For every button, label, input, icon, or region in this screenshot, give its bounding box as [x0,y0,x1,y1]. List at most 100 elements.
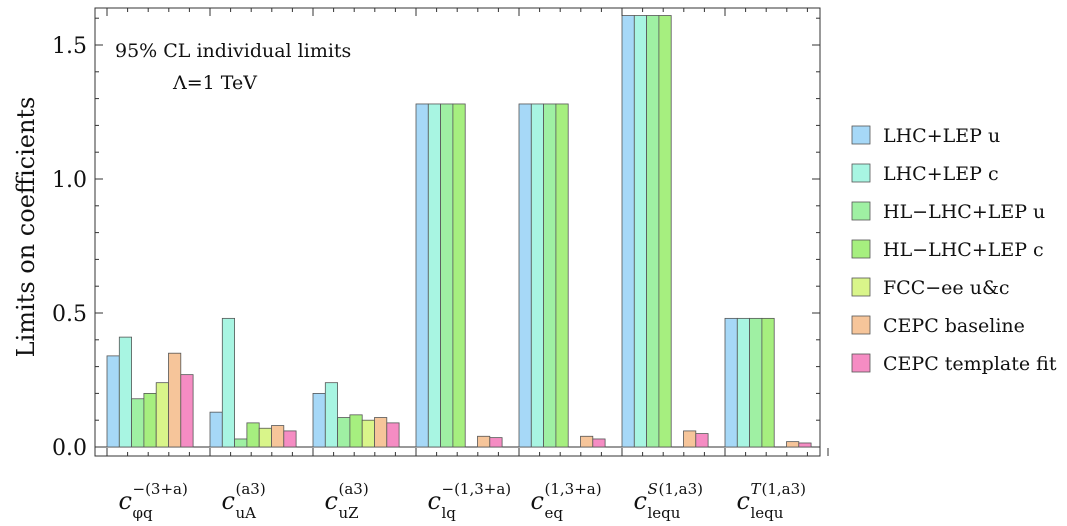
bar-3-series-1 [312,392,326,448]
bar-6-series-1 [621,15,635,448]
bar-3-series-2 [324,382,338,448]
x-category-symbol: c [325,487,338,515]
x-category-subscript: lq [442,504,457,522]
x-category-label: c uZ (a3) [325,480,369,522]
legend-swatch-6 [851,315,871,335]
bar-4-series-2 [427,103,441,448]
bar-2-series-3 [234,438,248,448]
x-category-subscript: uZ [339,504,359,522]
bar-1-series-1 [106,355,120,448]
x-category-superscript: −(1,3+a) [442,480,512,498]
bar-5-series-6 [580,435,594,448]
bar-1-series-3 [131,398,145,448]
bar-7-series-7 [798,442,812,448]
x-category-superscript: (a3) [236,480,266,498]
x-category-label: c uA (a3) [222,480,266,522]
bar-6-series-3 [646,15,660,448]
legend-swatch-1 [851,125,871,145]
x-category-superscript-symbol: S [648,480,658,498]
bar-1-series-5 [155,382,169,448]
x-category-symbol: c [531,487,544,515]
bar-1-series-4 [143,392,157,448]
bar-5-series-7 [592,438,606,448]
annotation-line-2: Λ=1 TeV [172,72,257,94]
bar-3-series-3 [337,417,351,448]
legend-label-5: FCC−ee u&c [883,277,1010,299]
y-axis: 0.0 0.5 1.0 1.5 [52,17,820,461]
x-category-subscript: uA [236,504,257,522]
bar-4-series-7 [489,437,503,448]
bar-4-series-4 [452,103,466,448]
legend-label-7: CEPC template fit [883,353,1057,375]
bar-2-series-6 [271,425,285,448]
x-category-symbol: c [428,487,441,515]
y-tick-label: 1.5 [52,34,87,59]
bar-1-series-6 [168,352,182,448]
legend-swatch-7 [851,353,871,373]
legend-label-2: LHC+LEP c [883,163,999,185]
x-category-superscript: (a3) [339,480,369,498]
x-category-superscript: (1,a3) [659,480,704,498]
x-axis: c φq−(3+a) c uA(a3) c uZ(a3) c lq−(1,3+a) c eq(1,… [106,8,829,522]
bar-2-series-4 [246,422,260,448]
bar-6-series-4 [658,15,672,448]
bar-6-series-2 [633,15,647,448]
x-category-label: c lq −(1,3+a) [428,480,512,522]
bar-3-series-4 [349,414,363,448]
bar-2-series-5 [258,427,272,448]
x-category-superscript: (1,a3) [762,480,807,498]
bar-7-series-3 [749,317,763,448]
legend: LHC+LEP u LHC+LEP c HL−LHC+LEP u HL−LHC+LEP… [851,125,1057,375]
x-category-symbol: c [737,487,750,515]
annotation-line-1: 95% CL individual limits [115,40,351,62]
x-category-subscript: eq [545,504,564,522]
bar-7-series-6 [786,441,800,448]
legend-swatch-5 [851,277,871,297]
x-category-subscript: φq [133,504,154,522]
legend-label-6: CEPC baseline [883,315,1025,337]
x-category-label: c φq −(3+a) [119,480,188,522]
legend-label-3: HL−LHC+LEP u [883,201,1045,223]
bar-7-series-1 [724,317,738,448]
bar-5-series-1 [518,103,532,448]
bar-3-series-6 [374,417,388,448]
bar-5-series-3 [543,103,557,448]
y-tick-label: 1.0 [52,168,87,193]
bar-6-series-6 [683,430,697,448]
x-category-subscript: lequ [751,504,784,522]
x-category-superscript: −(3+a) [133,480,188,498]
bar-4-series-1 [415,103,429,448]
bar-2-series-7 [283,430,297,448]
x-category-label: c eq (1,3+a) [531,480,602,522]
x-category-label: c lequ S (1,a3) [634,480,704,522]
bar-6-series-7 [695,433,709,448]
x-category-symbol: c [119,487,132,515]
bars [106,15,812,448]
x-category-symbol: c [222,487,235,515]
bar-3-series-7 [386,422,400,448]
bar-2-series-2 [221,317,236,448]
bar-2-series-1 [209,411,223,448]
legend-swatch-3 [851,201,871,221]
y-tick-label: 0.5 [52,302,87,327]
legend-label-1: LHC+LEP u [883,125,1000,147]
bar-7-series-4 [761,317,775,448]
legend-label-4: HL−LHC+LEP c [883,239,1044,261]
bar-4-series-3 [440,103,454,448]
y-axis-label: Limits on coefficients [12,97,40,358]
bar-1-series-7 [180,374,194,448]
x-category-superscript-symbol: T [751,480,762,498]
bar-4-series-6 [477,435,491,448]
bar-3-series-5 [361,419,375,448]
bar-5-series-4 [555,103,569,448]
legend-swatch-2 [851,163,871,183]
x-category-superscript: (1,3+a) [545,480,602,498]
x-category-subscript: lequ [648,504,681,522]
bar-5-series-2 [530,103,544,448]
x-category-symbol: c [634,487,647,515]
bar-1-series-2 [118,336,133,448]
y-tick-label: 0.0 [52,436,87,461]
legend-swatch-4 [851,239,871,259]
bar-7-series-2 [736,317,750,448]
